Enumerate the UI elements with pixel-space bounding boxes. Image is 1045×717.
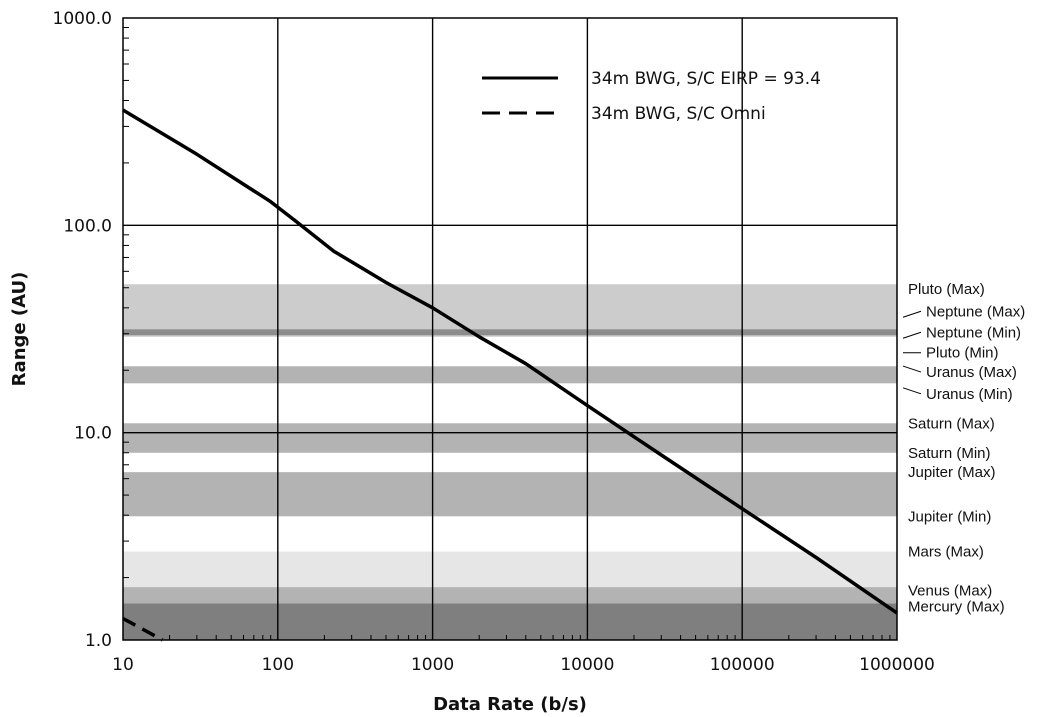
x-axis-tick-labels: 10 100 1000 10000 100000 1000000 [112,655,935,675]
band-label: Pluto (Max) [908,281,985,298]
x-tick-label: 10000 [560,655,614,675]
band-label: Uranus (Min) [926,386,1013,403]
band-label-leader [902,387,922,395]
range-band [123,423,897,453]
range-band [123,284,897,337]
band-label: Saturn (Min) [908,445,991,462]
legend: 34m BWG, S/C EIRP = 93.4 34m BWG, S/C Om… [482,69,821,124]
range-band [123,329,897,336]
grid-lines [123,18,897,640]
plot-area-border [122,17,898,641]
series-line-omni [122,616,164,642]
y-tick-label: 1.0 [85,631,112,651]
range-band [123,366,897,384]
x-tick-label: 100 [262,655,294,675]
band-label: Uranus (Max) [926,364,1017,381]
legend-label-omni: 34m BWG, S/C Omni [591,104,766,124]
band-label-leader [902,331,922,339]
minor-tick-marks [123,26,891,640]
range-band [123,472,897,517]
band-label: Jupiter (Min) [908,508,991,525]
planet-range-bands [123,284,897,640]
x-tick-label: 1000000 [859,655,935,675]
band-labels: Pluto (Max) Neptune (Max) Neptune (Min) Plu… [902,281,1025,616]
band-label-leader [902,310,922,318]
y-tick-label: 1000.0 [53,9,112,29]
y-tick-label: 10.0 [74,424,112,444]
y-tick-label: 100.0 [63,216,112,236]
range-band [123,551,897,588]
band-label: Mars (Max) [908,544,984,561]
band-label: Saturn (Max) [908,415,995,432]
band-label-leader [902,365,922,373]
band-label: Neptune (Max) [926,303,1025,320]
x-axis-title: Data Rate (b/s) [433,694,587,715]
x-tick-label: 100000 [710,655,775,675]
x-tick-label: 1000 [411,655,454,675]
y-axis-title: Range (AU) [9,272,30,387]
band-label: Venus (Max) [908,583,992,600]
series-line-eirp [122,108,898,615]
band-label: Mercury (Max) [908,599,1005,616]
band-label: Neptune (Min) [926,324,1021,341]
band-label: Pluto (Min) [926,345,999,362]
x-tick-label: 10 [112,655,134,675]
band-label: Jupiter (Max) [908,464,996,481]
range-band [123,587,897,604]
legend-label-eirp: 34m BWG, S/C EIRP = 93.4 [591,69,821,89]
range-band [123,603,897,640]
y-axis-tick-labels: 1.0 10.0 100.0 1000.0 [53,9,112,651]
data-series [122,108,898,642]
